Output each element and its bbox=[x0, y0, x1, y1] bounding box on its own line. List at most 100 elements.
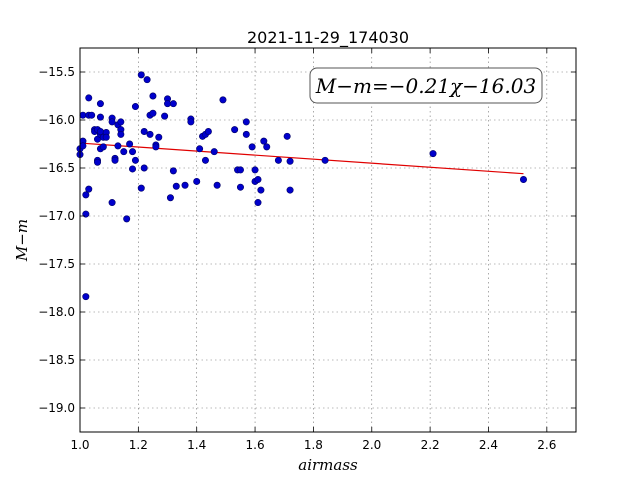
data-point bbox=[286, 157, 294, 165]
data-point bbox=[254, 176, 262, 184]
data-point bbox=[146, 130, 154, 138]
y-axis-label: M−m bbox=[13, 219, 31, 262]
data-point bbox=[251, 166, 259, 174]
data-point bbox=[123, 215, 131, 223]
data-point bbox=[164, 100, 172, 108]
data-point bbox=[140, 164, 148, 172]
data-point bbox=[137, 184, 145, 192]
x-tick-label: 2.6 bbox=[537, 438, 556, 452]
data-point bbox=[155, 133, 163, 141]
x-tick-label: 1.4 bbox=[187, 438, 206, 452]
data-point bbox=[96, 100, 104, 108]
data-point bbox=[79, 111, 87, 119]
data-point bbox=[99, 143, 107, 151]
data-point bbox=[196, 145, 204, 153]
y-tick-label: −18.5 bbox=[38, 353, 75, 367]
data-point bbox=[187, 118, 195, 126]
data-point bbox=[231, 126, 239, 134]
data-point bbox=[181, 181, 189, 189]
equation-annotation: M−m=−0.21χ−16.03 bbox=[309, 67, 543, 104]
x-tick-label: 2.4 bbox=[479, 438, 498, 452]
data-point bbox=[201, 156, 209, 164]
data-point bbox=[85, 185, 93, 193]
x-tick-label: 1.6 bbox=[246, 438, 265, 452]
data-point bbox=[169, 167, 177, 175]
data-point bbox=[236, 166, 244, 174]
y-tick-label: −17.0 bbox=[38, 209, 75, 223]
y-tick-label: −18.0 bbox=[38, 305, 75, 319]
data-point bbox=[519, 176, 527, 184]
y-tick-label: −16.0 bbox=[38, 113, 75, 127]
x-tick-label: 2.0 bbox=[362, 438, 381, 452]
data-point bbox=[149, 92, 157, 100]
data-point bbox=[126, 140, 134, 148]
data-point bbox=[236, 183, 244, 191]
data-points bbox=[76, 71, 527, 301]
data-point bbox=[172, 182, 180, 190]
data-point bbox=[85, 94, 93, 102]
chart-title: 2021-11-29_174030 bbox=[247, 28, 409, 48]
data-point bbox=[248, 143, 256, 151]
data-point bbox=[96, 128, 104, 136]
data-point bbox=[242, 130, 250, 138]
data-point bbox=[210, 148, 218, 156]
data-point bbox=[108, 118, 116, 126]
data-point bbox=[108, 199, 116, 207]
data-point bbox=[219, 96, 227, 104]
plot-area bbox=[80, 48, 576, 432]
data-point bbox=[166, 194, 174, 202]
y-tick-label: −15.5 bbox=[38, 65, 75, 79]
data-point bbox=[263, 143, 271, 151]
data-point bbox=[260, 137, 268, 145]
annotation-box bbox=[309, 67, 543, 104]
y-tick-label: −17.5 bbox=[38, 257, 75, 271]
x-tick-label: 1.0 bbox=[70, 438, 89, 452]
data-point bbox=[117, 130, 125, 138]
data-point bbox=[114, 142, 122, 150]
y-tick-label: −16.5 bbox=[38, 161, 75, 175]
data-point bbox=[169, 100, 177, 108]
data-point bbox=[111, 156, 119, 164]
plot-frame bbox=[79, 47, 577, 433]
data-point bbox=[82, 293, 90, 301]
data-point bbox=[274, 156, 282, 164]
data-point bbox=[96, 113, 104, 121]
data-point bbox=[257, 186, 265, 194]
data-point bbox=[120, 148, 128, 156]
data-point bbox=[149, 109, 157, 117]
data-point bbox=[140, 128, 148, 136]
annotation-text: M−m=−0.21χ−16.03 bbox=[315, 74, 536, 98]
data-point bbox=[131, 156, 139, 164]
data-point bbox=[204, 128, 212, 136]
x-tick-label: 1.8 bbox=[304, 438, 323, 452]
data-point bbox=[102, 133, 110, 141]
x-axis-label: airmass bbox=[298, 456, 358, 474]
data-point bbox=[131, 103, 139, 111]
y-tick-label: −19.0 bbox=[38, 401, 75, 415]
data-point bbox=[283, 132, 291, 140]
data-point bbox=[129, 148, 137, 156]
y-tick-labels: −15.5 −16.0 −16.5 −17.0 −17.5 −18.0 −18.5 −19.0 bbox=[38, 65, 75, 415]
data-point bbox=[129, 165, 137, 173]
data-point bbox=[88, 111, 96, 119]
data-point bbox=[242, 118, 250, 126]
x-tick-label: 1.2 bbox=[129, 438, 148, 452]
data-point bbox=[137, 71, 145, 79]
data-point bbox=[286, 186, 294, 194]
axis-ticks bbox=[79, 48, 576, 432]
data-point bbox=[152, 143, 160, 151]
data-point bbox=[161, 112, 169, 120]
data-point bbox=[213, 181, 221, 189]
x-tick-label: 2.2 bbox=[421, 438, 440, 452]
x-tick-labels: 1.0 1.2 1.4 1.6 1.8 2.0 2.2 2.4 2.6 bbox=[70, 438, 556, 452]
data-point bbox=[429, 150, 437, 158]
data-point bbox=[117, 118, 125, 126]
data-point bbox=[321, 156, 329, 164]
data-point bbox=[94, 158, 102, 166]
data-point bbox=[82, 191, 90, 199]
data-point bbox=[79, 142, 87, 150]
data-point bbox=[143, 76, 151, 84]
data-point bbox=[193, 177, 201, 185]
